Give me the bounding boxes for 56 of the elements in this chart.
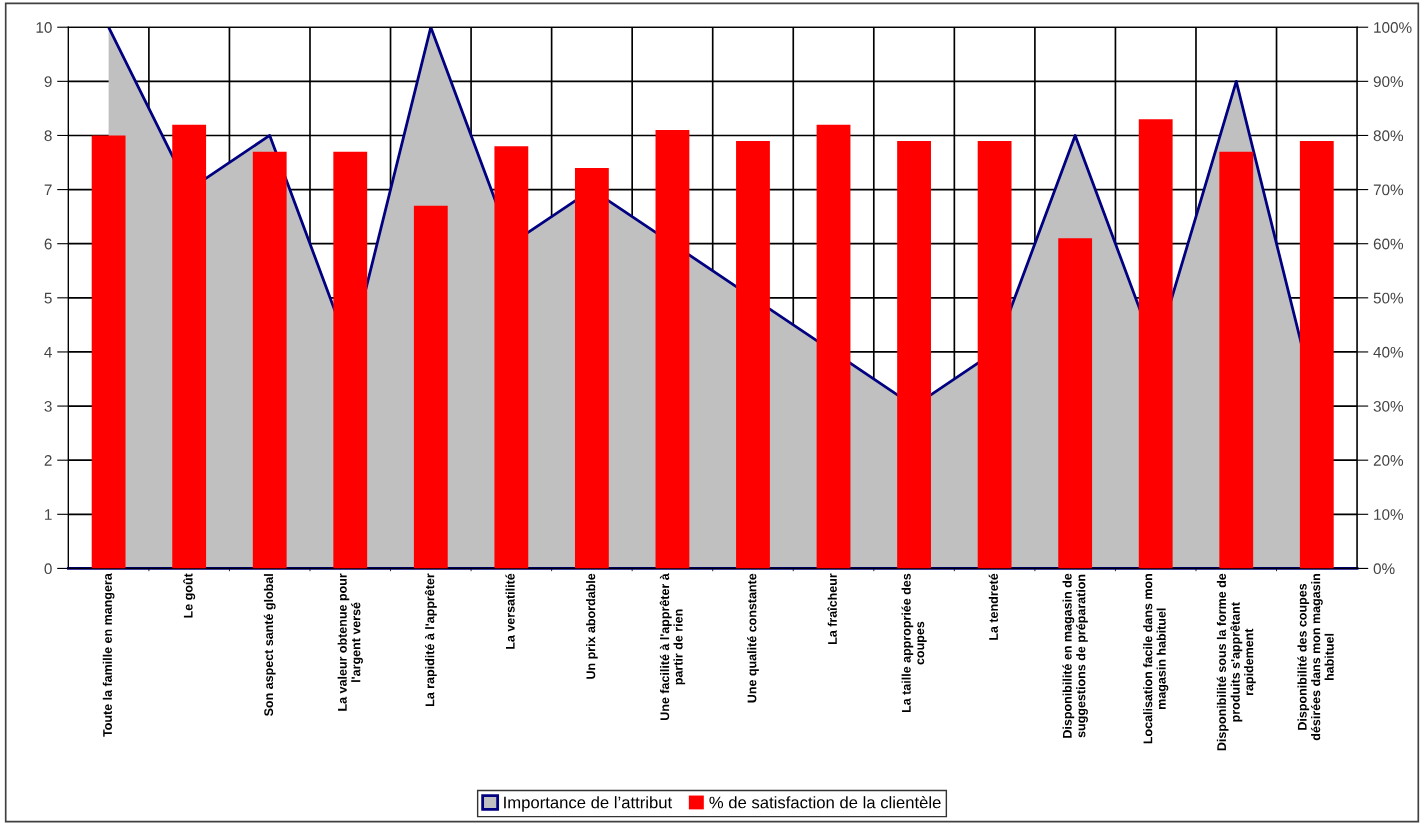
y-tick-label: 1: [45, 509, 52, 520]
bar: [1138, 119, 1173, 569]
x-tick-label: Localisation facile dans mon magasin habituel: [1143, 574, 1169, 744]
y-tick-label: 10: [36, 22, 52, 33]
y2-tick-label: 50%: [1373, 292, 1404, 304]
x-tick-label: La taille appropriée des coupes: [901, 573, 927, 713]
x-tick-label: Une facilité à l'apprêter à partir de rien: [659, 573, 686, 720]
y-tick-label: 8: [44, 130, 52, 142]
bar: [91, 135, 126, 569]
bar: [1058, 238, 1093, 569]
x-tick-label: Le goût: [183, 573, 196, 618]
bar: [816, 124, 851, 569]
x-tick-label: La valeur obtenue pour l'argent versé: [337, 573, 363, 711]
bar: [333, 151, 368, 569]
bar: [252, 151, 287, 569]
bar: [172, 124, 207, 569]
y-tick-label: 5: [44, 292, 52, 304]
bar: [897, 140, 931, 569]
y2-tick-label: 70%: [1373, 184, 1404, 196]
y-tick-label: 4: [44, 346, 52, 358]
y-tick-label: 3: [44, 400, 52, 412]
y-tick-label: 7: [44, 184, 52, 196]
bar: [494, 146, 529, 569]
bar: [1299, 140, 1334, 569]
x-tick-label: La fraîcheur: [827, 573, 837, 644]
x-tick-label: Toute la famille en mangera: [102, 573, 115, 737]
y2-tick-label: 0%: [1373, 563, 1395, 575]
y2-tick-label: 60%: [1373, 238, 1404, 250]
x-tick-label: La versatilité: [505, 573, 515, 649]
y2-tick-label: 80%: [1373, 130, 1404, 142]
x-tick-label: Son aspect santé global: [263, 574, 276, 716]
y2-tick-label: 10%: [1374, 509, 1404, 520]
x-tick-label: Une qualité constante: [747, 573, 759, 703]
y2-tick-label: 30%: [1373, 400, 1404, 412]
x-tick-label: Disponibilité des coupes désirées dans mon magasin habituel: [1297, 574, 1334, 741]
y-tick-label: 6: [44, 238, 52, 250]
bar: [736, 140, 770, 569]
x-tick-label: Un prix abordable: [586, 573, 598, 679]
x-tick-label: La rapidité à l'apprêter: [424, 573, 437, 707]
bar: [413, 205, 448, 569]
y-tick-label: 2: [44, 455, 52, 466]
legend-label: Importance de l’attribut: [504, 796, 673, 812]
bar: [574, 167, 609, 569]
x-tick-label: La tendreté: [988, 573, 998, 640]
x-tick-label: Disponibilité en magasin de suggestions de préparation: [1062, 573, 1088, 738]
y2-tick-label: 100%: [1374, 22, 1412, 33]
bar: [655, 130, 690, 569]
y-tick-label: 9: [44, 76, 52, 88]
bar: [1219, 151, 1254, 569]
y2-tick-label: 90%: [1373, 76, 1404, 88]
y2-tick-label: 40%: [1373, 346, 1404, 358]
x-tick-label: Disponibilité sous la forme de produits s'apprêtant rapidement: [1216, 573, 1256, 751]
legend-label: % de satisfaction de la clientèle: [709, 795, 941, 809]
y-tick-label: 0: [44, 563, 52, 575]
y2-tick-label: 20%: [1373, 455, 1404, 466]
bar: [977, 140, 1012, 569]
